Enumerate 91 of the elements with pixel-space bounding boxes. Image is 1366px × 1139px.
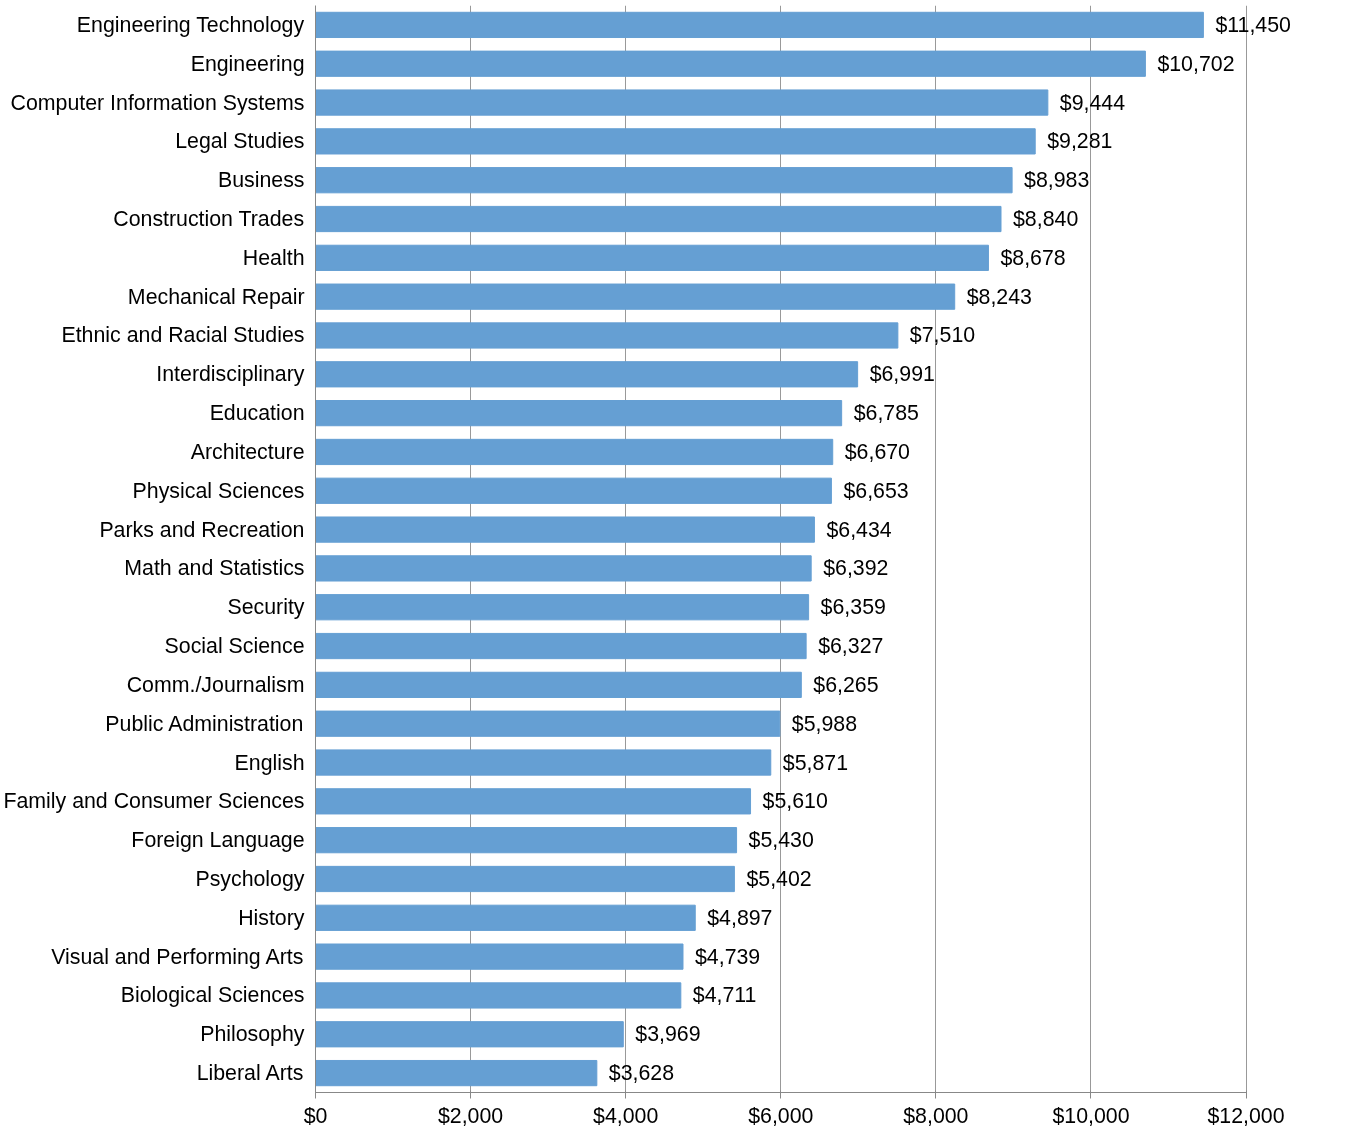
bar bbox=[315, 244, 989, 271]
data-label: $9,281 bbox=[1047, 129, 1113, 154]
bar bbox=[315, 438, 834, 466]
data-label: $5,988 bbox=[791, 711, 858, 736]
y-tick-label: Architecture bbox=[190, 439, 305, 464]
bar bbox=[315, 400, 843, 427]
y-tick-label: Biological Sciences bbox=[120, 983, 305, 1008]
bar bbox=[315, 89, 1049, 116]
bar bbox=[315, 632, 807, 660]
x-tick-label: $4,000 bbox=[593, 1103, 659, 1128]
y-tick-label: Public Administration bbox=[105, 711, 304, 736]
y-tick-label: History bbox=[238, 905, 305, 930]
data-label: $6,359 bbox=[820, 595, 886, 620]
data-label: $6,434 bbox=[826, 517, 892, 542]
bar bbox=[315, 1021, 624, 1048]
data-label: $5,610 bbox=[762, 789, 828, 814]
data-label: $6,991 bbox=[869, 362, 935, 387]
bar bbox=[315, 671, 802, 698]
y-tick-label: Comm./Journalism bbox=[126, 672, 305, 697]
data-label: $8,983 bbox=[1024, 168, 1090, 193]
bar bbox=[315, 322, 899, 349]
bar bbox=[315, 904, 696, 931]
data-label: $4,739 bbox=[694, 944, 761, 969]
data-label: $6,785 bbox=[853, 401, 919, 426]
x-tick-label: $0 bbox=[303, 1103, 328, 1128]
bar bbox=[315, 749, 772, 776]
bar bbox=[315, 205, 1002, 233]
x-tick-label: $10,000 bbox=[1052, 1103, 1130, 1128]
x-tick-label: $12,000 bbox=[1207, 1103, 1285, 1128]
y-tick-label: Liberal Arts bbox=[196, 1061, 304, 1086]
y-tick-label: Visual and Performing Arts bbox=[51, 944, 304, 969]
data-label: $6,670 bbox=[844, 439, 911, 464]
y-tick-label: English bbox=[234, 750, 305, 775]
bar bbox=[315, 167, 1013, 194]
data-label: $5,871 bbox=[782, 750, 849, 775]
bar bbox=[315, 788, 752, 815]
y-tick-label: Social Science bbox=[164, 634, 305, 659]
data-label: $10,702 bbox=[1157, 51, 1235, 76]
bar bbox=[315, 827, 738, 854]
bar bbox=[315, 477, 832, 504]
bar bbox=[315, 361, 859, 388]
y-tick-label: Engineering bbox=[190, 51, 305, 76]
y-tick-label: Education bbox=[209, 401, 305, 426]
y-tick-label: Security bbox=[227, 595, 305, 620]
data-label: $8,678 bbox=[1000, 245, 1066, 270]
data-label: $5,430 bbox=[748, 828, 814, 853]
x-tick-label: $8,000 bbox=[903, 1103, 969, 1128]
y-tick-label: Construction Trades bbox=[113, 207, 305, 232]
y-tick-label: Engineering Technology bbox=[76, 12, 305, 37]
y-tick-label: Mechanical Repair bbox=[127, 284, 305, 309]
y-tick-label: Physical Sciences bbox=[132, 478, 305, 503]
y-tick-label: Interdisciplinary bbox=[156, 362, 305, 387]
data-label: $4,711 bbox=[692, 983, 757, 1008]
bar bbox=[315, 555, 812, 582]
data-label: $3,969 bbox=[635, 1022, 701, 1047]
y-tick-label: Legal Studies bbox=[175, 129, 305, 154]
y-tick-label: Computer Information Systems bbox=[10, 90, 305, 115]
bar bbox=[315, 943, 684, 970]
y-tick-label: Family and Consumer Sciences bbox=[3, 789, 305, 814]
data-label: $6,392 bbox=[823, 556, 889, 581]
data-label: $4,897 bbox=[707, 905, 773, 930]
y-tick-label: Health bbox=[242, 245, 305, 270]
data-label: $7,510 bbox=[909, 323, 976, 348]
data-label: $8,840 bbox=[1013, 207, 1079, 232]
y-tick-label: Ethnic and Racial Studies bbox=[61, 323, 305, 348]
bar bbox=[315, 594, 810, 621]
bar bbox=[315, 283, 956, 310]
data-label: $6,327 bbox=[818, 634, 884, 659]
bar bbox=[315, 710, 781, 737]
y-tick-label: Parks and Recreation bbox=[99, 517, 305, 542]
y-tick-label: Business bbox=[217, 168, 305, 193]
data-label: $5,402 bbox=[746, 866, 812, 891]
y-tick-label: Math and Statistics bbox=[124, 556, 305, 581]
y-tick-label: Psychology bbox=[195, 866, 305, 891]
data-label: $3,628 bbox=[608, 1061, 675, 1086]
data-label: $8,243 bbox=[966, 284, 1032, 309]
y-tick-label: Foreign Language bbox=[131, 828, 305, 853]
bar bbox=[315, 1059, 598, 1087]
y-tick-label: Philosophy bbox=[200, 1022, 305, 1047]
bar bbox=[315, 50, 1146, 77]
bar bbox=[315, 11, 1204, 39]
data-label: $6,653 bbox=[843, 478, 909, 503]
data-label: $6,265 bbox=[813, 672, 879, 697]
data-label: $9,444 bbox=[1059, 90, 1126, 115]
bar bbox=[315, 516, 815, 543]
x-tick-label: $6,000 bbox=[748, 1103, 814, 1128]
x-tick-label: $2,000 bbox=[437, 1103, 504, 1128]
bar bbox=[315, 982, 682, 1009]
bar bbox=[315, 865, 735, 893]
data-label: $11,450 bbox=[1215, 12, 1292, 37]
bar bbox=[315, 128, 1036, 155]
